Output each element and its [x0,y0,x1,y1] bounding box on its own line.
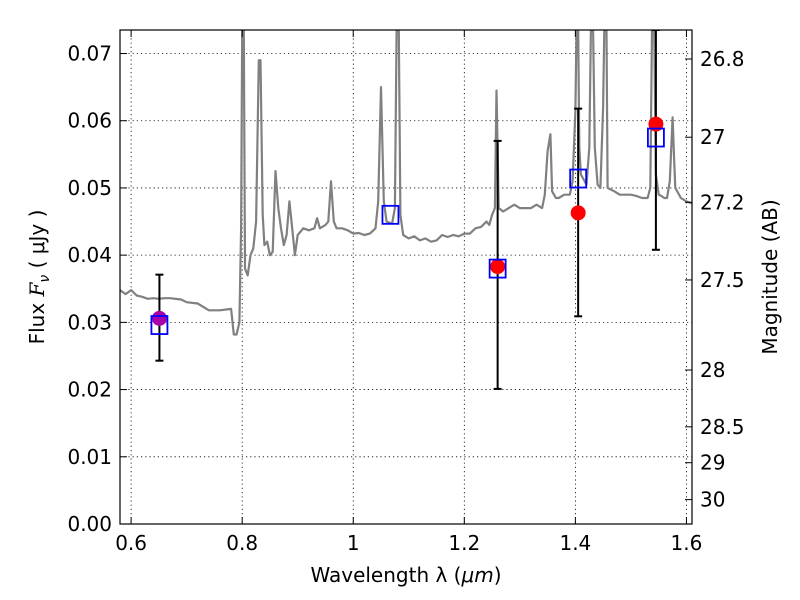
x-tick-label: 1.6 [671,531,703,555]
y-axis-title-symbol: F [25,281,49,297]
model-bandpass-box [381,204,400,225]
x-axis-ticks: 0.6 0.8 1 1.2 1.4 1.6 [115,30,702,555]
observed-point [490,259,506,275]
y-axis-title-subscript: ν [37,275,53,283]
x-axis-title-suffix: ) [494,563,502,587]
model-bandpass-box [569,168,588,189]
sed-curve-layer [120,30,692,336]
observed-point [151,310,167,326]
y-tick-label: 0.06 [67,109,112,133]
y2-tick-label: 26.8 [700,47,745,71]
observed-point [570,205,586,221]
x-axis-title-prefix: Wavelength λ ( [310,563,461,587]
y-tick-label: 0.07 [67,42,112,66]
x-tick-label: 1.4 [559,531,591,555]
x-tick-label: 0.6 [115,531,147,555]
model-bandpass-box [488,258,507,279]
x-axis-title-unit: μm [460,563,493,587]
y-tick-label: 0.05 [67,176,112,200]
x-tick-label: 1.2 [448,531,480,555]
x-tick-label: 0.8 [226,531,258,555]
y-tick-label: 0.03 [67,310,112,334]
y2-axis-ticks: 26.8 27 27.2 27.5 28 28.5 29 30 [685,47,745,512]
y2-tick-label: 27 [700,125,725,149]
y-tick-label: 0.02 [67,378,112,402]
y-axis-ticks: 0.00 0.01 0.02 0.03 0.04 0.05 0.06 0.07 [67,42,127,536]
y2-axis-title: Magnitude (AB) [758,199,782,354]
y2-tick-label: 30 [700,488,725,512]
model-bandpass-box [647,127,665,148]
y-axis-title-suffix: ( μJy ) [25,210,49,275]
y-axis-title-prefix: Flux [25,296,49,344]
y-tick-label: 0.04 [67,243,112,267]
model-boxes-layer [150,127,665,335]
x-tick-label: 1 [347,531,360,555]
y2-tick-label: 27.5 [700,268,745,292]
plot-frame [119,29,693,525]
y2-tick-label: 29 [700,451,725,475]
model-bandpass-box [150,315,169,335]
y2-tick-label: 27.2 [700,190,745,214]
y-axis-title: Flux Fν ( μJy ) [25,210,53,345]
x-axis-title: Wavelength λ (μm) [310,563,501,587]
y-tick-label: 0.00 [67,512,112,536]
sed-model-curve [120,30,692,336]
y2-tick-label: 28.5 [700,415,745,439]
y-tick-label: 0.01 [67,445,112,469]
observed-points-layer [151,116,664,326]
y2-tick-label: 28 [700,358,725,382]
